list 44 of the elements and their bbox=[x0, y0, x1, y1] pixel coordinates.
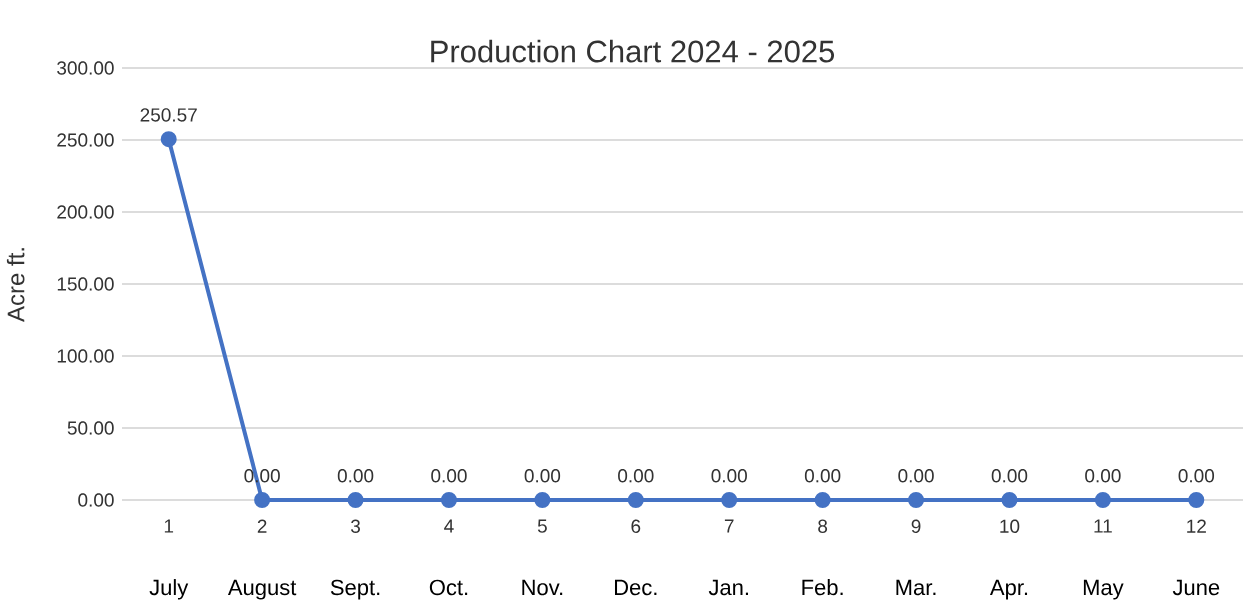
text: June bbox=[1172, 579, 1220, 596]
x-tick-label: 6 bbox=[631, 519, 641, 533]
text: August bbox=[227, 579, 297, 600]
y-tick-label: 250.00 bbox=[57, 133, 114, 147]
x-tick-label: 11 bbox=[1094, 519, 1112, 533]
data-label: 0.00 bbox=[618, 469, 654, 483]
y-tick-label: 100.00 bbox=[57, 349, 114, 363]
text: Mar. bbox=[896, 579, 936, 596]
text: May bbox=[1083, 579, 1124, 600]
data-label: 250.57 bbox=[140, 108, 197, 122]
data-label: 0.00 bbox=[524, 469, 561, 483]
x-tick-label: 12 bbox=[1187, 519, 1206, 533]
y-tick-label: 150.00 bbox=[57, 277, 114, 291]
data-label: 0.00 bbox=[711, 469, 747, 483]
x-tick-label: 2 bbox=[257, 519, 267, 533]
text: Dec. bbox=[614, 579, 657, 596]
text: Apr. bbox=[989, 579, 1028, 600]
data-label: 0.00 bbox=[804, 469, 841, 483]
y-tick-label: 200.00 bbox=[57, 205, 114, 219]
chart-title: Production Chart 2024 - 2025 bbox=[431, 39, 835, 63]
text: Nov. bbox=[522, 579, 563, 596]
y-axis-title: Acre ft. bbox=[6, 248, 25, 322]
x-tick-label: 10 bbox=[1000, 519, 1020, 533]
x-tick-label: 4 bbox=[444, 519, 454, 533]
y-tick-label: 300.00 bbox=[57, 61, 114, 75]
x-tick-label: 1 bbox=[164, 519, 174, 533]
data-label: 0.00 bbox=[431, 469, 467, 483]
x-tick-label: 5 bbox=[537, 519, 547, 533]
data-label: 0.00 bbox=[1178, 469, 1215, 483]
data-label: 0.00 bbox=[991, 469, 1028, 483]
x-tick-label: 7 bbox=[724, 519, 734, 533]
text: Sept. bbox=[330, 579, 380, 600]
x-tick-label: 3 bbox=[350, 519, 360, 533]
y-tick-label: 0.00 bbox=[78, 493, 114, 507]
x-tick-label: 9 bbox=[911, 519, 921, 533]
data-label: 0.00 bbox=[1085, 469, 1121, 483]
text: Jan. bbox=[708, 579, 748, 596]
text: Oct. bbox=[429, 579, 468, 596]
y-tick-label: 50.00 bbox=[67, 421, 114, 435]
x-tick-label: 8 bbox=[818, 519, 828, 533]
data-label: 0.00 bbox=[337, 469, 374, 483]
text: Feb. bbox=[802, 579, 843, 596]
data-label: 0.00 bbox=[898, 469, 934, 483]
text: July bbox=[149, 579, 189, 600]
